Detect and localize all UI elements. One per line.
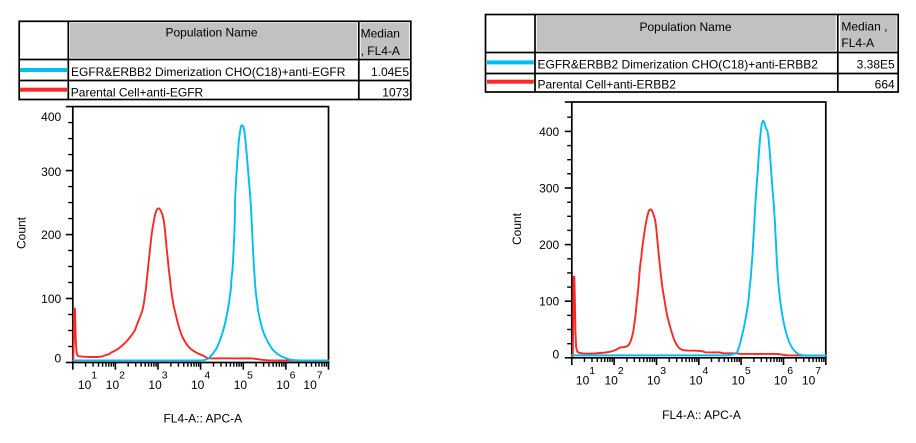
svg-text:Count: Count (14, 216, 28, 249)
svg-text:0: 0 (553, 347, 560, 361)
svg-text:Median: Median (361, 27, 400, 41)
svg-text:Parental Cell+anti-ERBB2: Parental Cell+anti-ERBB2 (538, 78, 677, 92)
svg-text:102: 102 (604, 365, 623, 387)
svg-text:1.04E5: 1.04E5 (371, 65, 409, 79)
svg-text:107: 107 (802, 365, 821, 387)
svg-text:Population Name: Population Name (639, 20, 731, 34)
svg-text:105: 105 (234, 370, 253, 392)
svg-text:300: 300 (41, 165, 61, 179)
svg-text:, FL4-A: , FL4-A (361, 44, 400, 58)
svg-text:EGFR&ERBB2 Dimerization CHO(C1: EGFR&ERBB2 Dimerization CHO(C18)+anti-EG… (71, 65, 346, 79)
svg-text:664: 664 (875, 78, 895, 92)
svg-text:100: 100 (41, 292, 61, 306)
svg-text:101: 101 (78, 370, 97, 392)
svg-text:FL4-A:: APC-A: FL4-A:: APC-A (662, 408, 741, 422)
svg-text:106: 106 (774, 365, 793, 387)
svg-text:104: 104 (191, 370, 210, 392)
svg-text:Population Name: Population Name (165, 26, 257, 40)
svg-text:FL4-A:: APC-A: FL4-A:: APC-A (163, 412, 242, 426)
svg-text:3.38E5: 3.38E5 (857, 58, 895, 72)
svg-text:107: 107 (303, 370, 322, 392)
svg-text:0: 0 (55, 352, 62, 366)
svg-text:106: 106 (276, 370, 295, 392)
svg-text:104: 104 (689, 365, 708, 387)
svg-text:103: 103 (148, 370, 167, 392)
svg-text:Parental Cell+anti-EGFR: Parental Cell+anti-EGFR (71, 85, 204, 99)
svg-text:105: 105 (731, 365, 750, 387)
svg-text:FL4-A: FL4-A (841, 36, 874, 50)
svg-text:100: 100 (539, 295, 559, 309)
svg-text:103: 103 (647, 365, 666, 387)
svg-text:Median ,: Median , (841, 20, 887, 34)
svg-text:EGFR&ERBB2 Dimerization CHO(C1: EGFR&ERBB2 Dimerization CHO(C18)+anti-ER… (538, 58, 819, 72)
svg-text:300: 300 (539, 181, 559, 195)
svg-text:1073: 1073 (382, 85, 409, 99)
svg-text:400: 400 (41, 110, 61, 124)
svg-text:200: 200 (539, 238, 559, 252)
svg-text:400: 400 (539, 125, 559, 139)
svg-text:200: 200 (41, 228, 61, 242)
svg-text:102: 102 (106, 370, 125, 392)
svg-text:Count: Count (510, 212, 524, 245)
svg-text:101: 101 (576, 365, 595, 387)
